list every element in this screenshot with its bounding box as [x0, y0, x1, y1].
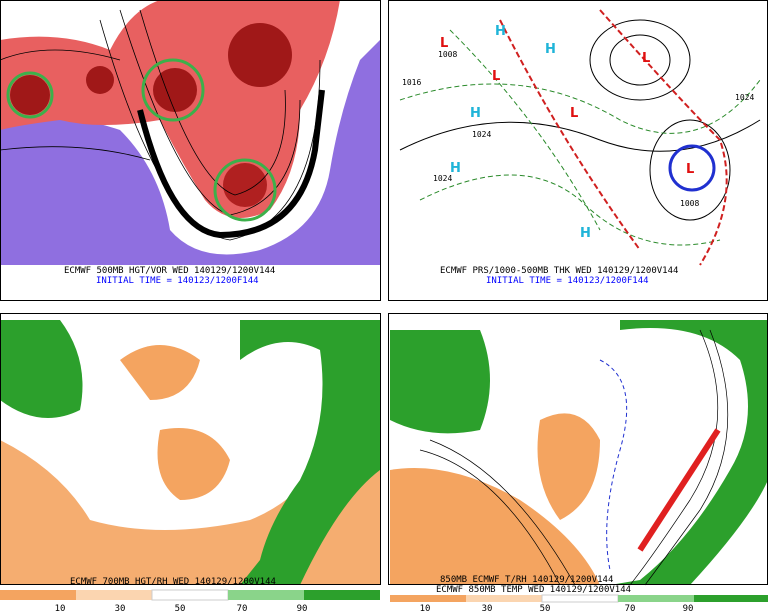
- colorbar-label: 50: [175, 604, 186, 614]
- dry-area: [537, 413, 600, 520]
- isobar-label: 1008: [438, 50, 457, 59]
- panel-frame: [0, 313, 381, 585]
- panel-500mb: ECMWF 500MB HGT/VOR WED 140129/1200V144 …: [0, 0, 381, 301]
- highlight-circle: [6, 71, 54, 119]
- panel-850mb: 850MB ECMWF T/RH 140129/1200V144 ECMWF 8…: [388, 313, 768, 614]
- highlight-circle: [668, 144, 716, 192]
- colorbar-swatch: [304, 590, 380, 600]
- vorticity-max: [10, 75, 50, 115]
- colorbar-label: 90: [297, 604, 308, 614]
- isobar-label: 1008: [680, 199, 699, 208]
- vorticity-max: [228, 23, 292, 87]
- caption: ECMWF PRS/1000-500MB THK WED 140129/1200…: [440, 266, 678, 276]
- colorbar-swatch: [390, 595, 466, 602]
- low-label: L: [440, 36, 448, 51]
- colorbar-label: 10: [420, 604, 431, 614]
- isobar-label: 1024: [472, 130, 491, 139]
- colorbar-label: 10: [55, 604, 66, 614]
- contours: [399, 9, 761, 266]
- isobar-label: 1016: [402, 78, 421, 87]
- low-label: L: [492, 69, 500, 84]
- caption: ECMWF 700MB HGT/RH WED 140129/1200V144: [70, 577, 276, 587]
- isobar-label: 1024: [433, 174, 452, 183]
- colorbar-swatch: [228, 590, 304, 600]
- colorbar-swatch: [151, 589, 229, 601]
- colorbar-label: 30: [482, 604, 493, 614]
- temperature-contours: [419, 329, 729, 586]
- panel-700mb: ECMWF 700MB HGT/RH WED 140129/1200V144 1…: [0, 313, 381, 614]
- caption: ECMWF 500MB HGT/VOR WED 140129/1200V144: [64, 266, 275, 276]
- colorbar-label: 50: [540, 604, 551, 614]
- colorbar-swatch: [618, 595, 694, 602]
- low-label: L: [686, 162, 694, 177]
- initial-time: INITIAL TIME = 140123/1200F144: [96, 276, 259, 286]
- moist-area: [610, 320, 768, 585]
- colorbar-label: 90: [683, 604, 694, 614]
- highlight-circle: [213, 158, 277, 222]
- moist-area: [240, 320, 380, 585]
- colorbar-label: 30: [115, 604, 126, 614]
- dry-area: [390, 468, 600, 585]
- low-label: L: [570, 106, 578, 121]
- colorbar-label: 70: [625, 604, 636, 614]
- colorbar-swatch: [466, 595, 542, 602]
- vorticity-max: [86, 66, 114, 94]
- vorticity-max: [223, 163, 267, 207]
- moist-area: [390, 330, 490, 434]
- panel-frame: [0, 0, 381, 301]
- dry-area: [120, 345, 200, 400]
- moist-area: [0, 320, 83, 418]
- high-label: H: [495, 24, 506, 39]
- panel-pressure: H H L 1008 1016 L H 1024 H 1024 L L L 10…: [388, 0, 768, 301]
- colorbar-swatch: [0, 590, 76, 600]
- front-axis: [637, 428, 721, 552]
- high-label: H: [470, 106, 481, 121]
- colorbar-swatch: [694, 595, 768, 602]
- colorbar-swatch: [541, 594, 619, 603]
- colorbar-label: 70: [237, 604, 248, 614]
- high-label: H: [450, 161, 461, 176]
- freezing-line: [599, 359, 628, 571]
- highlight-circle: [141, 58, 205, 122]
- colorbar-swatch: [76, 590, 152, 600]
- vorticity-max: [153, 68, 197, 112]
- vorticity-low: [0, 40, 380, 265]
- trough-axis: [137, 89, 325, 239]
- initial-time: INITIAL TIME = 140123/1200F144: [486, 276, 649, 286]
- caption: ECMWF 850MB TEMP WED 140129/1200V144: [436, 585, 631, 595]
- high-label: H: [545, 42, 556, 57]
- high-label: H: [580, 226, 591, 241]
- isobar-label: 1024: [735, 93, 754, 102]
- caption: 850MB ECMWF T/RH 140129/1200V144: [440, 575, 613, 585]
- low-label: L: [642, 51, 650, 66]
- dry-area: [157, 428, 230, 500]
